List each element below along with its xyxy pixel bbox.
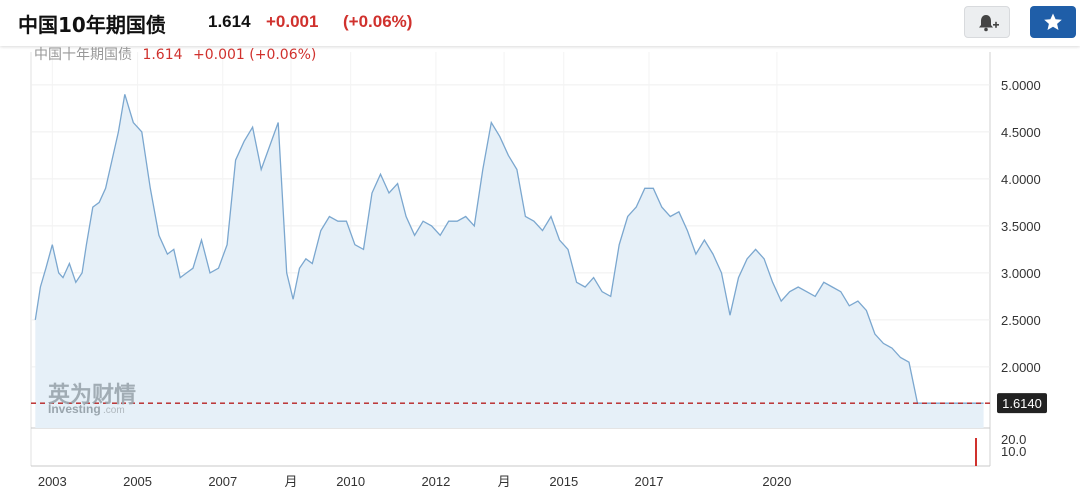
x-axis-labels: 2003 2005 2007 月 2010 2012 月 2015 2017 2020 — [38, 474, 791, 489]
y-tick-label: 5.0000 — [1001, 78, 1041, 93]
watermark-suffix: .com — [103, 405, 125, 416]
y-tick-label: 2.0000 — [1001, 360, 1041, 375]
ghost-title: 中国十年期国债 — [34, 47, 132, 63]
last-price: 1.614 — [208, 12, 251, 31]
x-tick-label: 2010 — [336, 474, 365, 489]
x-tick-label: 2015 — [549, 474, 578, 489]
volume-bar — [975, 438, 977, 466]
x-tick-label: 2005 — [123, 474, 152, 489]
ghost-change: +0.001 (+0.06%) — [193, 47, 317, 63]
add-to-watchlist-button[interactable] — [1030, 6, 1076, 38]
series-line — [34, 94, 984, 404]
y-tick-label: 3.5000 — [1001, 219, 1041, 234]
create-alert-button[interactable] — [964, 6, 1010, 38]
x-tick-label: 2012 — [421, 474, 450, 489]
svg-text:1.6140: 1.6140 — [1002, 396, 1042, 411]
volume-label-20: 20.0 — [1001, 432, 1026, 447]
instrument-header: 中国10年期国债 1.614 +0.001 (+0.06%) — [0, 0, 1080, 46]
y-tick-label: 4.5000 — [1001, 125, 1041, 140]
y-tick-label: 3.0000 — [1001, 266, 1041, 281]
y-tick-label: 2.5000 — [1001, 313, 1041, 328]
x-tick-label: 月 — [498, 474, 511, 489]
bell-plus-icon — [979, 15, 999, 32]
watermark-cn: 英为财情 — [48, 382, 136, 408]
instrument-title: 中国10年期国债 — [18, 13, 166, 37]
current-price-badge: 1.6140 — [997, 393, 1047, 414]
area-fill — [35, 94, 984, 429]
star-icon — [1044, 13, 1062, 30]
x-tick-label: 月 — [284, 474, 297, 489]
price-change: +0.001 — [266, 12, 319, 31]
ghost-header: 中国十年期国债 1.614 +0.001 (+0.06%) — [34, 44, 316, 64]
x-tick-label: 2007 — [208, 474, 237, 489]
ghost-price: 1.614 — [142, 47, 183, 63]
x-tick-label: 2017 — [635, 474, 664, 489]
y-axis-labels: 2.0000 2.5000 3.0000 3.5000 4.0000 4.5000 5.00… — [1001, 78, 1041, 375]
price-change-percent: (+0.06%) — [343, 12, 413, 31]
watermark-en: Investing — [48, 402, 101, 416]
y-tick-label: 4.0000 — [1001, 172, 1041, 187]
x-tick-label: 2020 — [762, 474, 791, 489]
x-tick-label: 2003 — [38, 474, 67, 489]
volume-label-10: 10.0 — [1001, 444, 1026, 459]
watermark: 英为财情 Investing .com — [48, 382, 136, 416]
